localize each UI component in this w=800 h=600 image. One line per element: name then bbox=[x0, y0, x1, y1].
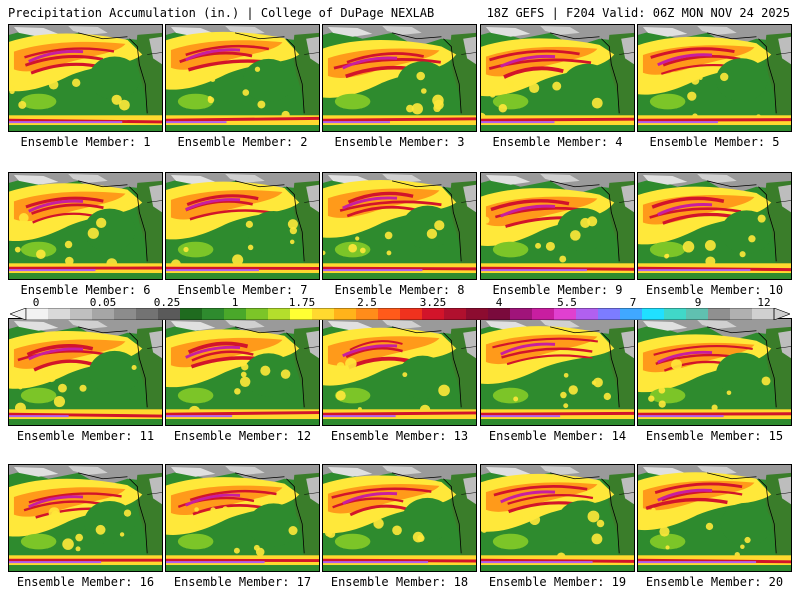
colorbar-segment bbox=[686, 308, 709, 320]
colorbar-segment bbox=[422, 308, 445, 320]
colorbar-segment bbox=[466, 308, 489, 320]
ensemble-member-map bbox=[480, 24, 635, 132]
ensemble-member-label: Ensemble Member: 5 bbox=[649, 135, 780, 149]
ensemble-member-label: Ensemble Member: 13 bbox=[330, 429, 469, 443]
colorbar-tick-label: 5.5 bbox=[557, 296, 577, 309]
colorbar-segment bbox=[642, 308, 665, 320]
ensemble-member-map bbox=[637, 24, 792, 132]
ensemble-member-map bbox=[322, 318, 477, 426]
colorbar-segment bbox=[180, 308, 203, 320]
ensemble-member-map bbox=[637, 464, 792, 572]
ensemble-member-label: Ensemble Member: 17 bbox=[173, 575, 312, 589]
ensemble-member-label: Ensemble Member: 2 bbox=[177, 135, 308, 149]
colorbar-segment bbox=[444, 308, 467, 320]
colorbar-tick-label: 9 bbox=[694, 296, 702, 309]
ensemble-member-map bbox=[8, 318, 163, 426]
ensemble-member-label: Ensemble Member: 3 bbox=[334, 135, 465, 149]
colorbar-segment bbox=[246, 308, 269, 320]
ensemble-member-label: Ensemble Member: 7 bbox=[177, 283, 308, 297]
colorbar-segment bbox=[620, 308, 643, 320]
ensemble-member-label: Ensemble Member: 4 bbox=[492, 135, 623, 149]
colorbar-max-arrow bbox=[773, 308, 790, 320]
colorbar-segment bbox=[202, 308, 225, 320]
colorbar-segment bbox=[576, 308, 599, 320]
colorbar-segment bbox=[664, 308, 687, 320]
colorbar-segment bbox=[554, 308, 577, 320]
colorbar-segment bbox=[356, 308, 379, 320]
colorbar-segment bbox=[532, 308, 555, 320]
ensemble-member-label: Ensemble Member: 18 bbox=[330, 575, 469, 589]
colorbar-tick-label: 3.25 bbox=[419, 296, 447, 309]
ensemble-member-label: Ensemble Member: 14 bbox=[488, 429, 627, 443]
ensemble-member-map bbox=[8, 172, 163, 280]
colorbar-tick-label: 0.05 bbox=[89, 296, 117, 309]
ensemble-member-label: Ensemble Member: 15 bbox=[645, 429, 784, 443]
ensemble-member-label: Ensemble Member: 8 bbox=[334, 283, 465, 297]
colorbar-segment bbox=[268, 308, 291, 320]
ensemble-member-map bbox=[480, 464, 635, 572]
ensemble-member-map bbox=[165, 24, 320, 132]
ensemble-member-map bbox=[8, 24, 163, 132]
ensemble-member-map bbox=[165, 172, 320, 280]
ensemble-member-map bbox=[8, 464, 163, 572]
colorbar-segment bbox=[158, 308, 181, 320]
colorbar-segment bbox=[26, 308, 49, 320]
ensemble-member-map bbox=[637, 172, 792, 280]
ensemble-member-label: Ensemble Member: 12 bbox=[173, 429, 312, 443]
colorbar-segment bbox=[378, 308, 401, 320]
colorbar-tick-label: 12 bbox=[757, 296, 771, 309]
ensemble-member-map bbox=[322, 464, 477, 572]
colorbar-segment bbox=[312, 308, 335, 320]
colorbar-scale bbox=[10, 308, 790, 320]
colorbar-tick-label: 4 bbox=[495, 296, 503, 309]
ensemble-member-map bbox=[165, 464, 320, 572]
ensemble-member-map bbox=[480, 318, 635, 426]
ensemble-member-label: Ensemble Member: 19 bbox=[488, 575, 627, 589]
ensemble-member-map bbox=[322, 24, 477, 132]
ensemble-member-label: Ensemble Member: 20 bbox=[645, 575, 784, 589]
colorbar-min-arrow bbox=[10, 308, 27, 320]
colorbar-segment bbox=[708, 308, 731, 320]
model-run-info: 18Z GEFS | F204 Valid: 06Z MON NOV 24 20… bbox=[486, 6, 790, 20]
map-title: Precipitation Accumulation (in.) | Colle… bbox=[8, 6, 435, 20]
colorbar-tick-label: 1 bbox=[231, 296, 239, 309]
colorbar-segment bbox=[92, 308, 115, 320]
ensemble-member-label: Ensemble Member: 11 bbox=[16, 429, 155, 443]
colorbar-segment bbox=[224, 308, 247, 320]
ensemble-member-map bbox=[322, 172, 477, 280]
ensemble-member-map bbox=[480, 172, 635, 280]
colorbar-tick-label: 2.5 bbox=[357, 296, 377, 309]
colorbar-tick-label: 1.75 bbox=[288, 296, 316, 309]
colorbar-segment bbox=[114, 308, 137, 320]
ensemble-member-map bbox=[637, 318, 792, 426]
colorbar-segment bbox=[488, 308, 511, 320]
ensemble-member-map bbox=[165, 318, 320, 426]
colorbar-segment bbox=[752, 308, 775, 320]
ensemble-member-label: Ensemble Member: 6 bbox=[20, 283, 151, 297]
ensemble-member-label: Ensemble Member: 16 bbox=[16, 575, 155, 589]
colorbar-segment bbox=[510, 308, 533, 320]
colorbar-tick-label: 0 bbox=[32, 296, 40, 309]
colorbar-segment bbox=[70, 308, 93, 320]
colorbar-segment bbox=[48, 308, 71, 320]
colorbar-tick-label: 0.25 bbox=[153, 296, 181, 309]
ensemble-member-label: Ensemble Member: 9 bbox=[492, 283, 623, 297]
colorbar-tick-label: 7 bbox=[629, 296, 637, 309]
colorbar-segment bbox=[598, 308, 621, 320]
colorbar-segment bbox=[334, 308, 357, 320]
colorbar-segment bbox=[136, 308, 159, 320]
ensemble-member-label: Ensemble Member: 1 bbox=[20, 135, 151, 149]
colorbar-segment bbox=[730, 308, 753, 320]
precipitation-colorbar: 0 0.05 0.25 1 1.75 2.5 3.25 4 5.5 7 9 12 bbox=[10, 296, 790, 320]
ensemble-member-label: Ensemble Member: 10 bbox=[645, 283, 784, 297]
colorbar-segment bbox=[400, 308, 423, 320]
colorbar-segment bbox=[290, 308, 313, 320]
